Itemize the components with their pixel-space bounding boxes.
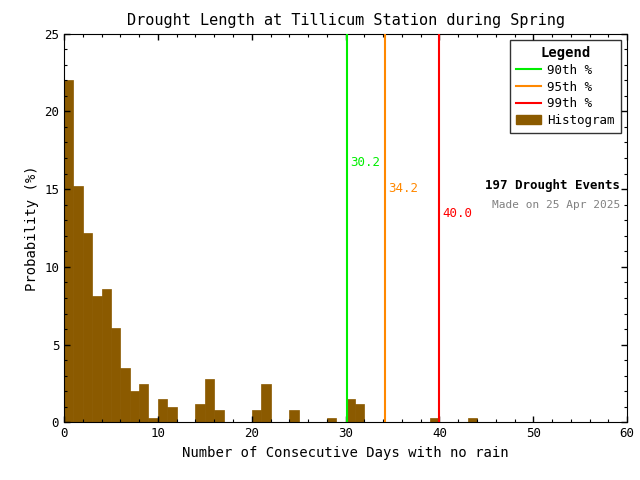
Bar [120, 368, 130, 422]
Text: 40.0: 40.0 [442, 207, 472, 220]
Legend: 90th %, 95th %, 99th %, Histogram: 90th %, 95th %, 99th %, Histogram [509, 40, 621, 133]
Bar [346, 399, 355, 422]
Bar [111, 327, 120, 422]
Bar [214, 410, 223, 422]
Bar [130, 391, 139, 422]
Bar [139, 384, 148, 422]
Bar [158, 399, 167, 422]
Bar [167, 407, 177, 422]
Bar [261, 384, 271, 422]
Bar [468, 418, 477, 422]
Bar [205, 379, 214, 422]
Text: Made on 25 Apr 2025: Made on 25 Apr 2025 [492, 200, 620, 210]
Bar [83, 233, 92, 422]
Bar [64, 80, 74, 422]
Text: 30.2: 30.2 [350, 156, 380, 169]
Bar [92, 297, 102, 422]
X-axis label: Number of Consecutive Days with no rain: Number of Consecutive Days with no rain [182, 446, 509, 460]
Bar [102, 288, 111, 422]
Text: 34.2: 34.2 [388, 182, 418, 195]
Bar [327, 418, 336, 422]
Text: 197 Drought Events: 197 Drought Events [485, 180, 620, 192]
Y-axis label: Probability (%): Probability (%) [24, 165, 38, 291]
Bar [430, 418, 440, 422]
Bar [148, 418, 158, 422]
Bar [195, 404, 205, 422]
Bar [289, 410, 299, 422]
Bar [252, 410, 261, 422]
Bar [355, 404, 364, 422]
Title: Drought Length at Tillicum Station during Spring: Drought Length at Tillicum Station durin… [127, 13, 564, 28]
Bar [74, 186, 83, 422]
